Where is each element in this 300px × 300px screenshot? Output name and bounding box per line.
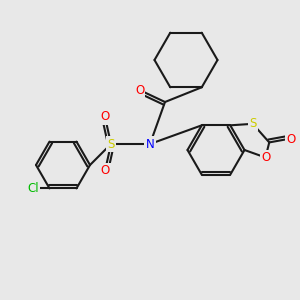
Text: Cl: Cl: [27, 182, 39, 195]
Text: S: S: [249, 117, 256, 130]
Text: O: O: [261, 151, 270, 164]
Text: S: S: [107, 137, 115, 151]
Text: O: O: [286, 133, 296, 146]
Text: O: O: [100, 164, 109, 178]
Text: O: O: [135, 83, 144, 97]
Text: N: N: [146, 137, 154, 151]
Text: O: O: [100, 110, 109, 124]
